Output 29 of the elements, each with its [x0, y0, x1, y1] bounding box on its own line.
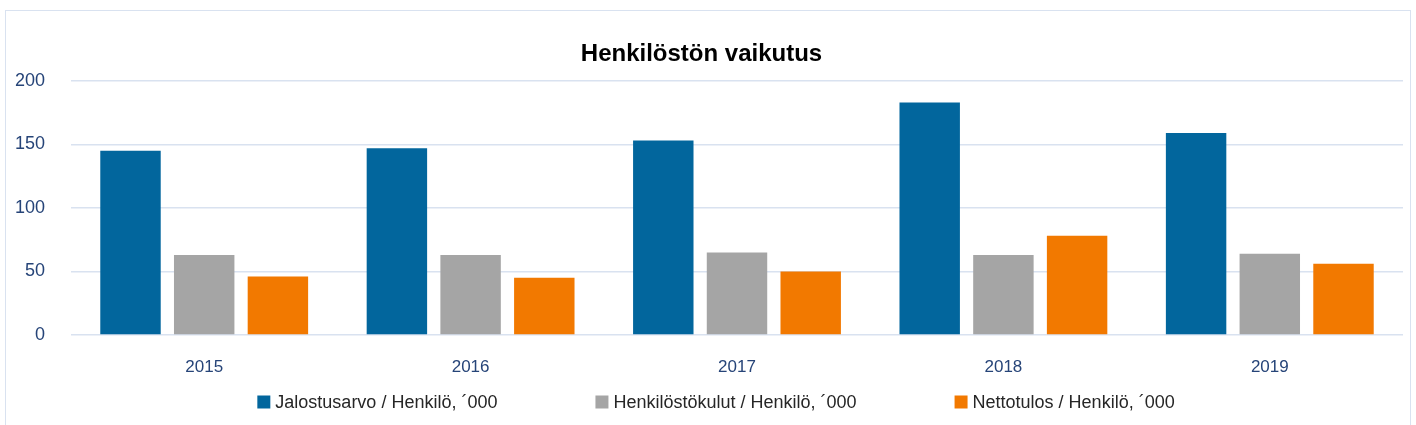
bar [1165, 132, 1227, 335]
x-tick-label: 2018 [984, 356, 1023, 376]
y-tick-label: 200 [14, 69, 45, 90]
bar [514, 277, 575, 335]
x-tick-label: 2017 [718, 356, 756, 376]
bar [633, 140, 694, 335]
chart-title: Henkilöstön vaikutus [580, 39, 823, 67]
y-tick-label: 100 [14, 196, 45, 217]
bar [366, 148, 428, 335]
bar [899, 102, 960, 335]
bar [780, 271, 841, 335]
y-tick-label: 150 [14, 133, 45, 154]
legend-label: Jalostusarvo / Henkilö, ´000 [275, 391, 498, 412]
bar [706, 252, 768, 335]
y-tick-label: 0 [34, 323, 45, 344]
legend-label: Henkilöstökulut / Henkilö, ´000 [613, 391, 857, 412]
x-tick-label: 2016 [451, 356, 490, 376]
legend-label: Nettotulos / Henkilö, ´000 [972, 391, 1175, 412]
bar [100, 150, 161, 335]
bar [973, 254, 1034, 335]
bar [440, 254, 501, 335]
bar [1239, 253, 1301, 335]
bar [173, 254, 235, 335]
bar [247, 276, 309, 335]
bar [1313, 263, 1374, 335]
bar [1046, 235, 1108, 335]
y-tick-label: 50 [24, 260, 45, 281]
x-tick-label: 2019 [1250, 356, 1289, 376]
x-tick-label: 2015 [185, 356, 224, 376]
